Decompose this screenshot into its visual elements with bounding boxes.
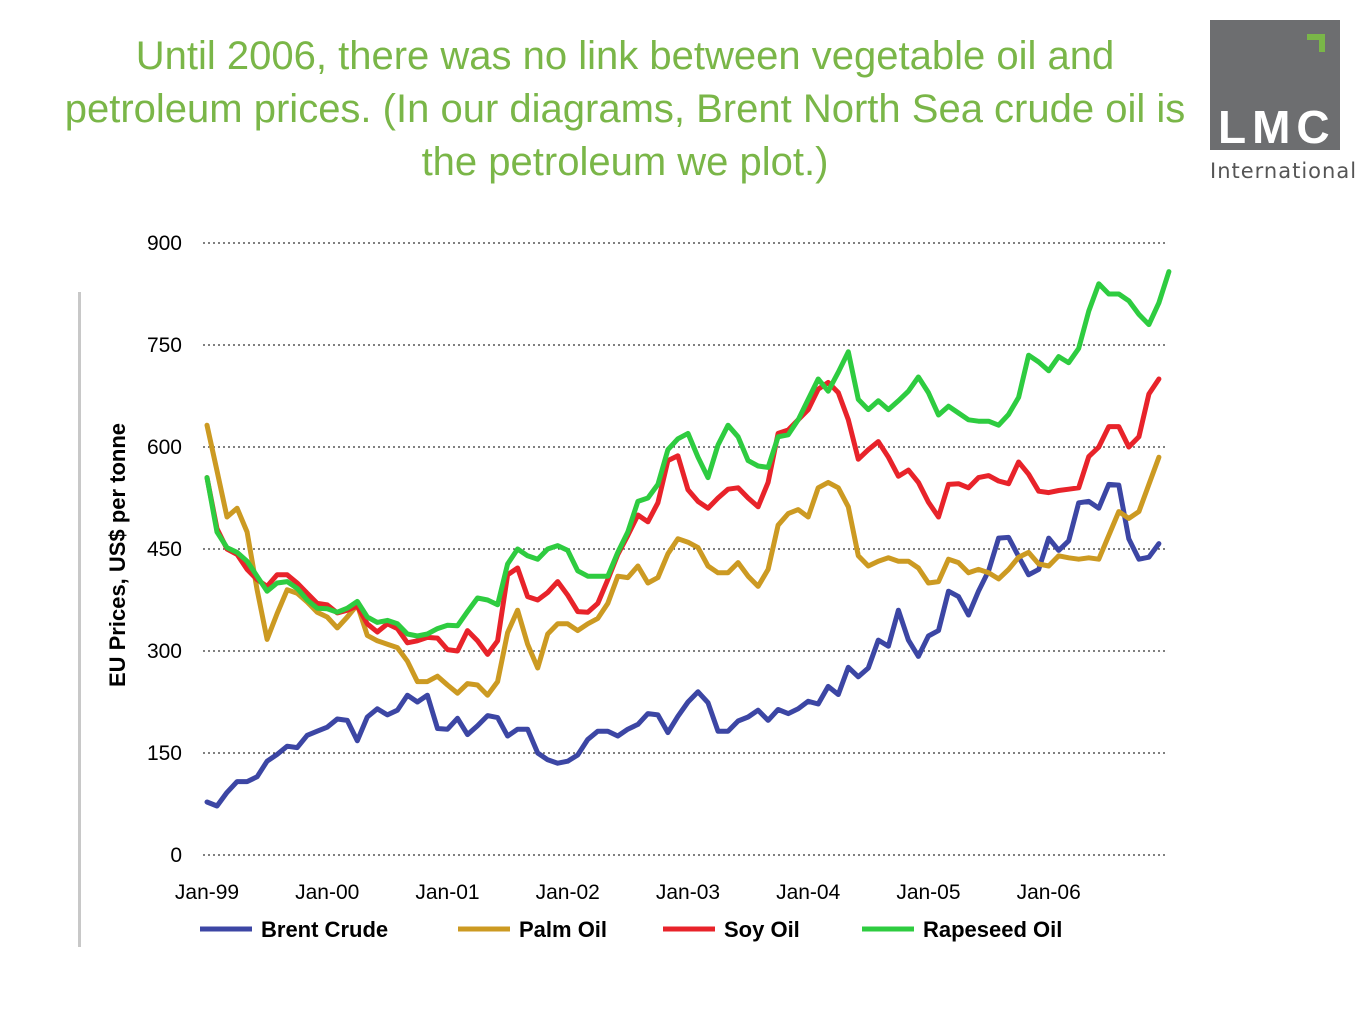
x-tick-label: Jan-05	[896, 881, 960, 904]
x-tick-label: Jan-00	[295, 881, 359, 904]
y-tick-label: 0	[170, 844, 182, 867]
x-tick-label: Jan-06	[1017, 881, 1081, 904]
legend: Brent Crude Palm Oil Soy Oil Rapeseed Oil	[200, 917, 1062, 942]
slide-title: Until 2006, there was no link between ve…	[64, 34, 1186, 184]
series-lines	[204, 269, 1172, 809]
x-tick-labels: Jan-99 Jan-00 Jan-01 Jan-02 Jan-03 Jan-04 Jan-…	[175, 881, 1081, 904]
legend-label: Brent Crude	[261, 917, 388, 942]
y-tick-label: 750	[147, 334, 182, 357]
x-tick-label: Jan-99	[175, 881, 239, 904]
corner-bracket-icon	[1307, 34, 1325, 52]
logo-text: LMC	[1218, 101, 1336, 153]
legend-label: Rapeseed Oil	[923, 917, 1062, 942]
series-line-palm-oil	[204, 422, 1162, 698]
left-divider	[78, 292, 81, 947]
series-line-rapeseed-oil	[204, 269, 1172, 639]
y-tick-label: 300	[147, 640, 182, 663]
y-tick-label: 150	[147, 742, 182, 765]
gridlines	[203, 242, 1165, 856]
y-tick-label: 600	[147, 436, 182, 459]
y-tick-labels: 0 150 300 450 600 750 900	[147, 232, 182, 867]
legend-label: Palm Oil	[519, 917, 607, 942]
y-axis-label: EU Prices, US$ per tonne	[105, 423, 130, 687]
x-tick-label: Jan-03	[656, 881, 720, 904]
logo-subtitle: International	[1210, 159, 1358, 183]
x-tick-label: Jan-02	[536, 881, 600, 904]
series-line-brent-crude	[204, 481, 1162, 809]
lmc-logo: LMC	[1210, 20, 1340, 150]
y-tick-label: 900	[147, 232, 182, 255]
x-tick-label: Jan-04	[776, 881, 841, 904]
series-line-soy-oil	[204, 376, 1162, 657]
x-tick-label: Jan-01	[415, 881, 479, 904]
y-tick-label: 450	[147, 538, 182, 561]
legend-label: Soy Oil	[724, 917, 800, 942]
